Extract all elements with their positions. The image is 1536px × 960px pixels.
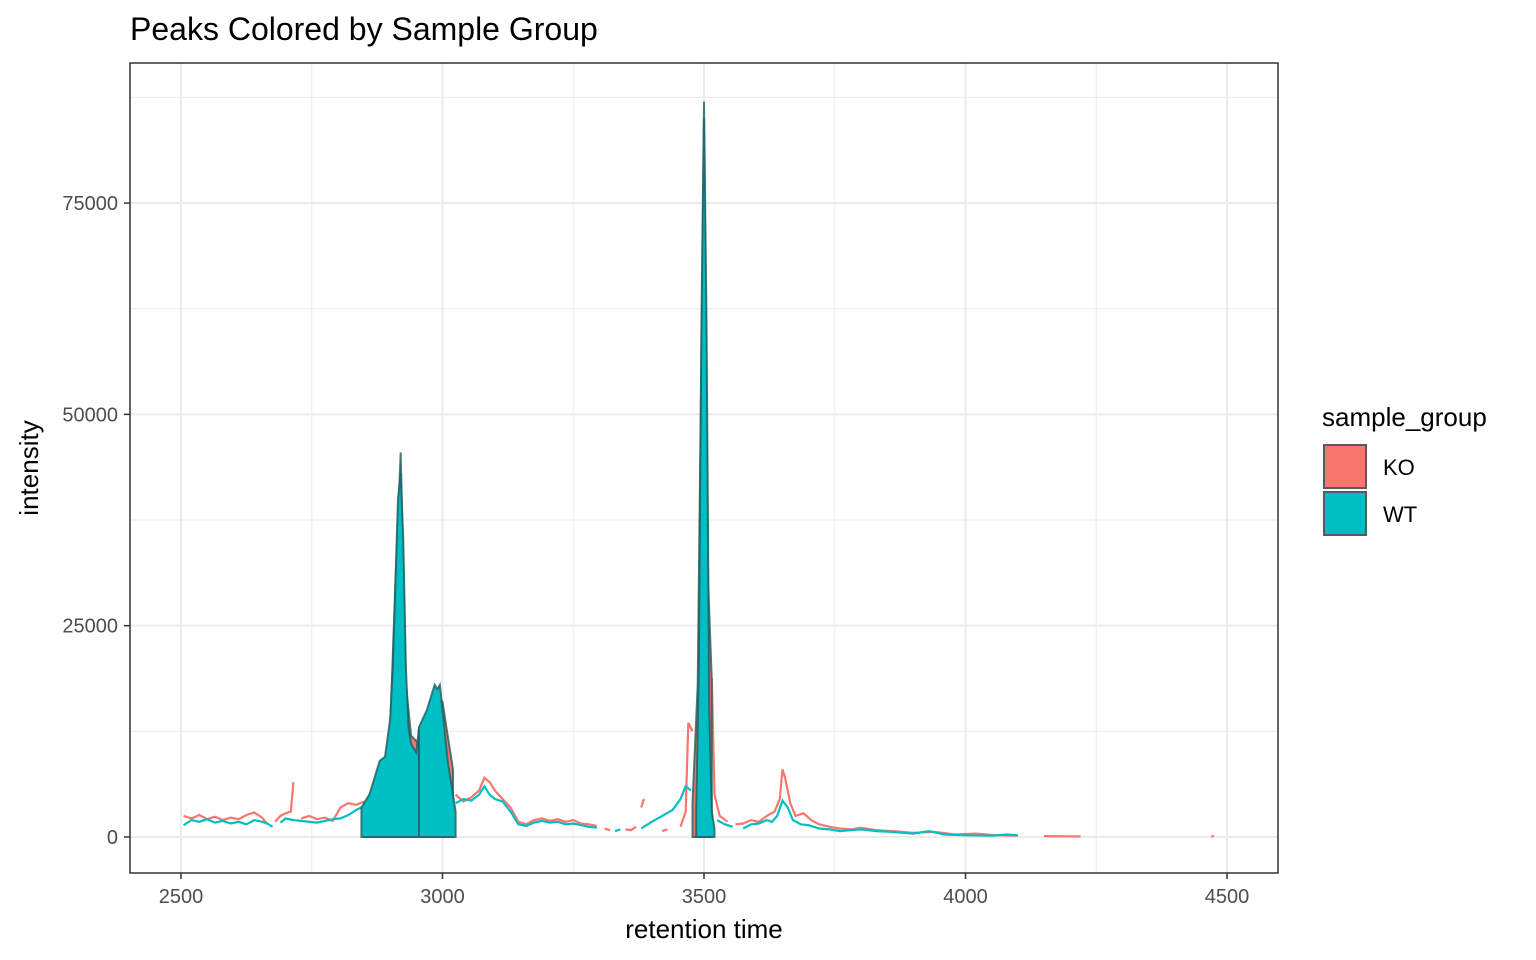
x-tick-label: 2500 bbox=[159, 886, 204, 908]
peak-area bbox=[695, 101, 716, 838]
legend-title: sample_group bbox=[1322, 402, 1487, 432]
x-axis-label: retention time bbox=[625, 914, 783, 944]
series-line bbox=[183, 784, 1018, 837]
y-tick-label: 50000 bbox=[62, 404, 118, 426]
plot-area bbox=[183, 101, 1214, 838]
y-tick-label: 25000 bbox=[62, 616, 118, 638]
peak-area bbox=[418, 681, 457, 838]
peak-area bbox=[360, 473, 420, 838]
legend-label: KO bbox=[1383, 455, 1415, 480]
series-line bbox=[183, 678, 1214, 838]
legend-label: WT bbox=[1383, 502, 1417, 527]
x-tick-label: 4000 bbox=[943, 886, 988, 908]
panel-border bbox=[129, 62, 1279, 874]
x-tick-label: 3500 bbox=[682, 886, 727, 908]
legend-key bbox=[1323, 444, 1367, 489]
x-tick-label: 3000 bbox=[420, 886, 465, 908]
x-tick-label: 4500 bbox=[1205, 886, 1250, 908]
y-axis-label: intensity bbox=[14, 420, 44, 515]
y-tick-label: 75000 bbox=[62, 193, 118, 215]
chart-title: Peaks Colored by Sample Group bbox=[130, 11, 598, 47]
y-tick-label: 0 bbox=[107, 827, 118, 849]
legend-key bbox=[1323, 491, 1367, 536]
